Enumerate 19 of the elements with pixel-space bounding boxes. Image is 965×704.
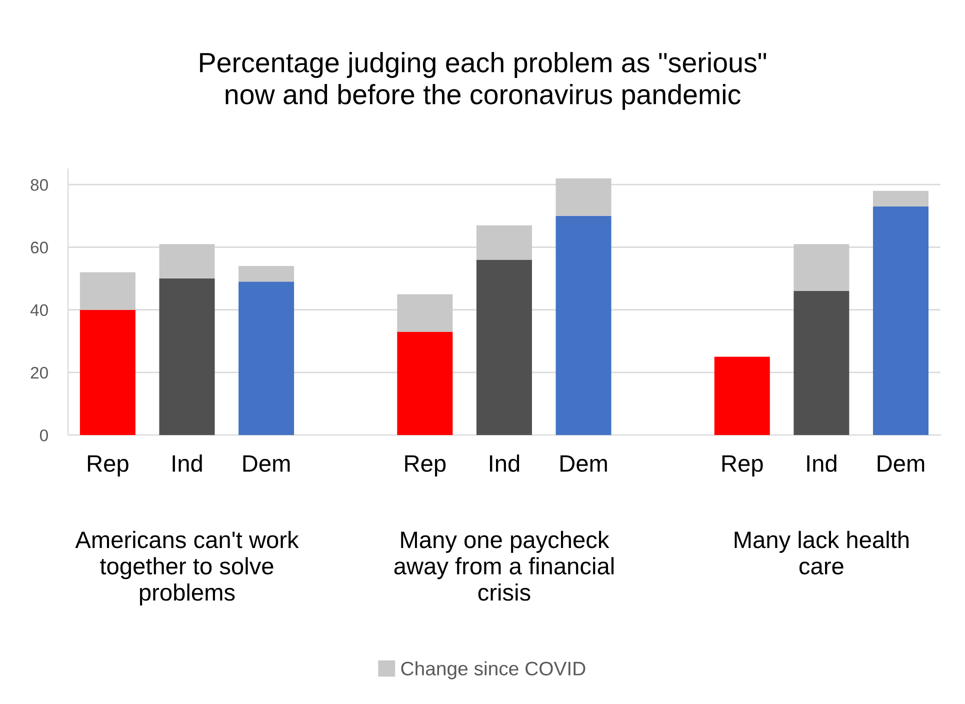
y-tick-label: 20	[30, 366, 48, 379]
x-tick-label: Dem	[243, 455, 290, 472]
x-tick-label: Ind	[807, 454, 836, 472]
text: Americans can't work together to solve problems	[75, 530, 299, 606]
x-tick-label: Rep	[405, 455, 446, 477]
y-tick-label: 60	[30, 242, 48, 254]
chart-title: Percentage judging each problem as "serious" now and before the coronavirus pandemic	[200, 52, 766, 110]
y-tick-label: 0	[40, 429, 48, 442]
x-tick-label: Dem	[878, 455, 924, 472]
x-tick-label: Ind	[490, 454, 520, 472]
x-tick-label: Rep	[722, 455, 763, 477]
y-tick-label: 80	[30, 179, 48, 191]
legend-label: Change since COVID	[401, 661, 586, 680]
y-tick-label: 40	[30, 304, 48, 316]
text: Many lack health care	[734, 530, 908, 575]
text: Many one paycheck away from a financial crisis	[394, 530, 614, 601]
x-tick-label: Rep	[88, 455, 128, 477]
x-tick-label: Ind	[172, 454, 202, 472]
x-tick-label: Dem	[560, 455, 607, 472]
